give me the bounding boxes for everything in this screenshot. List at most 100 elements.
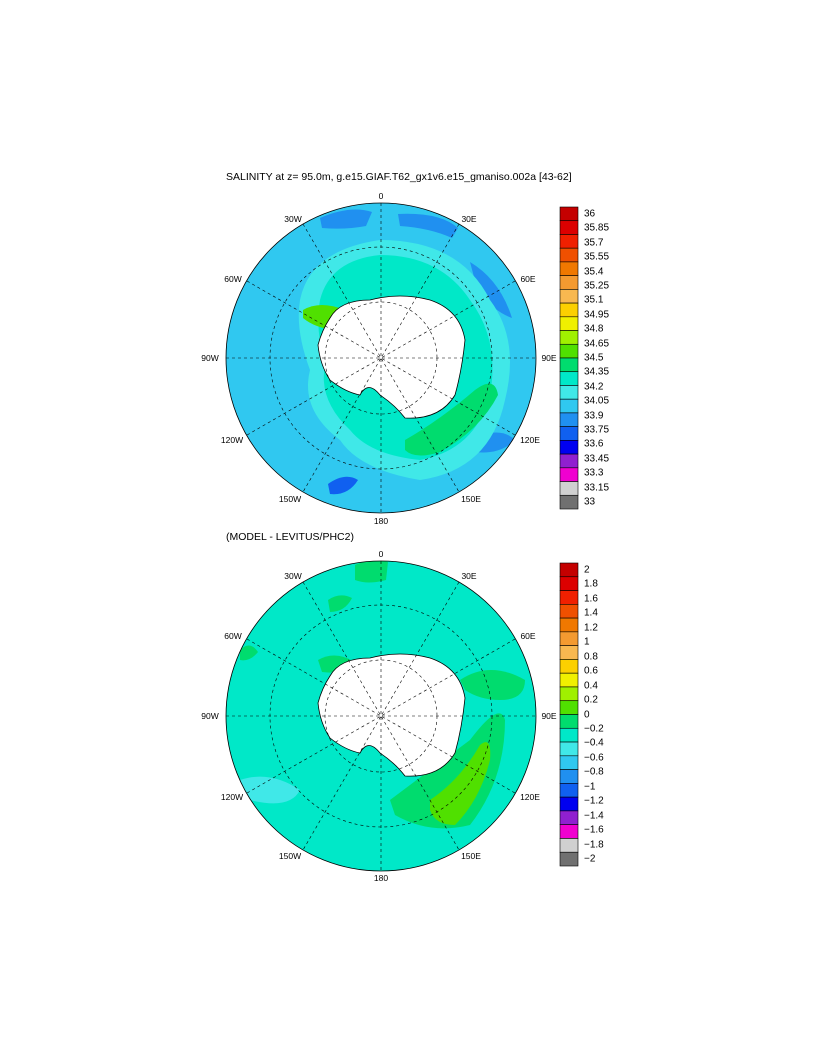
bottom-colorbar-swatch xyxy=(559,700,579,715)
bottom-colorbar-swatch xyxy=(559,617,579,633)
top-lon-90e: 90E xyxy=(541,353,557,363)
top-colorbar-label: 35.25 xyxy=(584,280,610,292)
bottom-colorbar-label: 0.8 xyxy=(584,651,598,663)
bottom-colorbar-label: 0 xyxy=(584,709,590,720)
bottom-lon-60w: 60W xyxy=(224,631,242,641)
top-patch-blue-n xyxy=(320,209,372,229)
top-colorbar-label: 34.05 xyxy=(584,395,610,407)
bottom-lon-90w: 90W xyxy=(201,711,219,721)
bottom-colorbar-swatch xyxy=(559,796,579,812)
top-colorbar-swatch xyxy=(559,302,579,318)
top-colorbar-label: 34.95 xyxy=(584,309,610,321)
top-patch-blue-ne xyxy=(398,213,458,238)
bottom-colorbar-label: −0.6 xyxy=(584,752,604,764)
bottom-colorbar-swatch xyxy=(559,576,579,591)
bottom-patch-n xyxy=(355,561,388,583)
bottom-colorbar-label: 1.6 xyxy=(584,593,598,605)
top-colorbar-swatch xyxy=(559,494,579,510)
bottom-colorbar-label: 2 xyxy=(584,564,590,576)
top-patch-blue-s xyxy=(328,476,358,495)
bottom-patch-e xyxy=(460,670,525,700)
top-colorbar-label: 34.65 xyxy=(584,338,610,350)
top-colorbar-swatch xyxy=(559,357,579,373)
bottom-colorbar-swatch xyxy=(559,645,579,660)
bottom-lon-90e: 90E xyxy=(541,711,557,721)
top-colorbar-label: 35.1 xyxy=(584,294,604,306)
bottom-colorbar-label: −1 xyxy=(584,781,596,793)
top-map-border xyxy=(225,202,537,514)
bottom-colorbar-swatch xyxy=(559,851,579,867)
bottom-lon-120w: 120W xyxy=(220,792,244,802)
top-colorbar-swatch xyxy=(559,440,579,455)
top-colorbar-swatch xyxy=(559,467,579,482)
top-colorbar-label: 35.4 xyxy=(584,266,604,278)
top-lon-150w: 150W xyxy=(278,494,302,504)
top-colorbar-label: 34.8 xyxy=(584,323,604,335)
top-colorbar-swatch xyxy=(559,206,579,222)
bottom-colorbar xyxy=(559,562,579,867)
bottom-colorbar-swatch xyxy=(559,631,579,646)
bottom-colorbar-swatch xyxy=(559,727,579,743)
top-colorbar-swatch xyxy=(559,371,579,386)
bottom-colorbar-label: −1.6 xyxy=(584,824,604,836)
bottom-colorbar-label: −0.2 xyxy=(584,723,604,735)
top-patch-green-se xyxy=(405,383,498,456)
top-colorbar-label: 33.45 xyxy=(584,453,610,465)
top-colorbar-swatch xyxy=(559,316,579,331)
top-colorbar-label: 34.5 xyxy=(584,352,604,364)
bottom-lon-180: 180 xyxy=(373,873,389,883)
top-colorbar-label: 33 xyxy=(584,496,596,508)
bottom-lon-150e: 150E xyxy=(461,851,481,861)
top-colorbar-swatch xyxy=(559,261,579,276)
top-colorbar-label: 33.3 xyxy=(584,467,604,479)
bottom-colorbar-label: −1.8 xyxy=(584,839,604,851)
bottom-colorbar-swatch xyxy=(559,755,579,770)
top-lon-0: 0 xyxy=(378,191,384,201)
top-colorbar-swatch xyxy=(559,426,579,441)
bottom-colorbar-label: 0.4 xyxy=(584,680,598,692)
top-colorbar-label: 33.9 xyxy=(584,410,604,422)
bottom-colorbar-label: 1.8 xyxy=(584,578,598,590)
bottom-patch-sw xyxy=(240,776,300,804)
bottom-colorbar-label: −0.4 xyxy=(584,737,604,749)
top-colorbar-swatch xyxy=(559,247,579,263)
bottom-colorbar-label: −1.2 xyxy=(584,795,604,807)
top-colorbar-label: 36 xyxy=(584,208,596,220)
top-colorbar-swatch xyxy=(559,385,579,400)
bottom-colorbar-swatch xyxy=(559,604,579,619)
bottom-grid xyxy=(226,561,536,871)
top-lon-60w: 60W xyxy=(224,274,242,284)
top-colorbar-swatch xyxy=(559,412,579,427)
top-colorbar-swatch xyxy=(559,275,579,290)
top-colorbar-swatch xyxy=(559,220,579,235)
bottom-lon-60e: 60E xyxy=(520,631,536,641)
bottom-lon-30w: 30W xyxy=(284,571,302,581)
top-colorbar-label: 34.35 xyxy=(584,366,610,378)
top-lon-30w: 30W xyxy=(284,214,302,224)
bottom-lon-150w: 150W xyxy=(278,851,302,861)
bottom-colorbar-label: −1.4 xyxy=(584,810,604,822)
top-lon-90w: 90W xyxy=(201,353,219,363)
bottom-colorbar-swatch xyxy=(559,838,579,853)
bottom-colorbar-swatch xyxy=(559,741,579,757)
bottom-colorbar-swatch xyxy=(559,686,579,702)
bottom-colorbar-label: 0.2 xyxy=(584,694,598,706)
bottom-colorbar-label: 1.4 xyxy=(584,607,598,619)
top-lon-180: 180 xyxy=(373,516,389,526)
top-panel-title: SALINITY at z= 95.0m, g.e15.GIAF.T62_gx1… xyxy=(226,171,572,183)
top-colorbar-swatch xyxy=(559,453,579,469)
bottom-lon-0: 0 xyxy=(378,549,384,559)
top-colorbar-label: 34.2 xyxy=(584,381,604,393)
bottom-panel-title: (MODEL - LEVITUS/PHC2) xyxy=(226,531,354,543)
top-lon-120w: 120W xyxy=(220,435,244,445)
bottom-colorbar-swatch xyxy=(559,769,579,784)
top-colorbar-swatch xyxy=(559,330,579,345)
top-colorbar-swatch xyxy=(559,234,579,249)
bottom-colorbar-label: −0.8 xyxy=(584,766,604,778)
top-lon-150e: 150E xyxy=(461,494,481,504)
top-lon-120e: 120E xyxy=(520,435,540,445)
bottom-colorbar-swatch xyxy=(559,672,579,688)
bottom-patch-far-w xyxy=(240,645,258,661)
bottom-colorbar-label: 0.6 xyxy=(584,665,598,677)
